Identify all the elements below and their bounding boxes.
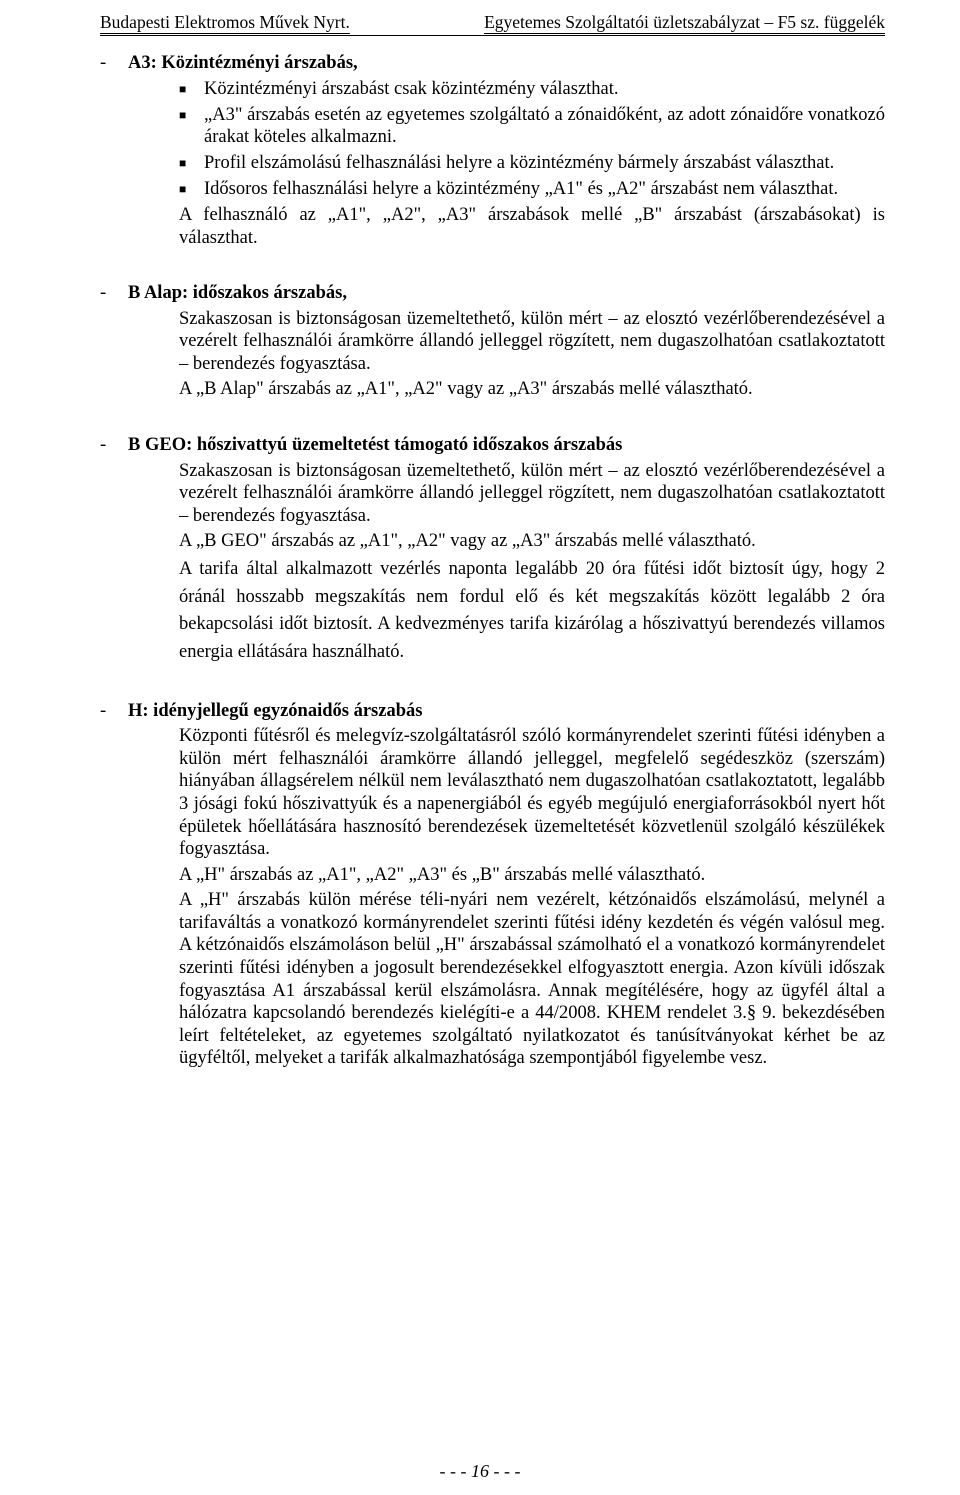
page-footer: - - - 16 - - - <box>0 1461 960 1483</box>
section-bgeo-body: Szakaszosan is biztonságosan üzemeltethe… <box>179 460 885 667</box>
section-balap-title-row: - B Alap: időszakos árszabás, <box>100 282 885 305</box>
paragraph: A „B GEO" árszabás az „A1", „A2" vagy az… <box>179 530 885 553</box>
square-bullet-icon: ■ <box>179 178 204 201</box>
list-item: ■ Idősoros felhasználási helyre a közint… <box>179 178 885 201</box>
header-left: Budapesti Elektromos Művek Nyrt. <box>100 12 350 33</box>
section-balap-body: Szakaszosan is biztonságosan üzemeltethe… <box>179 308 885 401</box>
paragraph: A „H" árszabás külön mérése téli-nyári n… <box>179 889 885 1070</box>
paragraph: A „H" árszabás az „A1", „A2" „A3" és „B"… <box>179 864 885 887</box>
page: Budapesti Elektromos Művek Nyrt. Egyetem… <box>0 0 960 1495</box>
dash-bullet: - <box>100 700 128 723</box>
section-h-body: Központi fűtésről és melegvíz-szolgáltat… <box>179 725 885 1069</box>
dash-bullet: - <box>100 434 128 457</box>
section-a3-title-row: - A3: Közintézményi árszabás, <box>100 52 885 75</box>
paragraph: A felhasználó az „A1", „A2", „A3" árszab… <box>179 204 885 249</box>
list-item: ■ Profil elszámolású felhasználási helyr… <box>179 152 885 175</box>
page-header: Budapesti Elektromos Művek Nyrt. Egyetem… <box>100 12 885 36</box>
square-bullet-icon: ■ <box>179 104 204 149</box>
paragraph: Központi fűtésről és melegvíz-szolgáltat… <box>179 725 885 860</box>
square-bullet-icon: ■ <box>179 78 204 101</box>
dash-bullet: - <box>100 52 128 75</box>
section-bgeo-title-row: - B GEO: hőszivattyú üzemeltetést támoga… <box>100 434 885 457</box>
list-item-text: Idősoros felhasználási helyre a közintéz… <box>204 178 885 201</box>
paragraph: Szakaszosan is biztonságosan üzemeltethe… <box>179 460 885 528</box>
list-item: ■ „A3" árszabás esetén az egyetemes szol… <box>179 104 885 149</box>
header-right: Egyetemes Szolgáltatói üzletszabályzat –… <box>484 12 885 33</box>
list-item-text: Közintézményi árszabást csak közintézmén… <box>204 78 885 101</box>
paragraph: A „B Alap" árszabás az „A1", „A2" vagy a… <box>179 378 885 401</box>
section-bgeo-title: B GEO: hőszivattyú üzemeltetést támogató… <box>128 434 622 457</box>
paragraph: A tarifa által alkalmazott vezérlés napo… <box>179 556 885 667</box>
square-bullet-icon: ■ <box>179 152 204 175</box>
list-item-text: Profil elszámolású felhasználási helyre … <box>204 152 885 175</box>
list-item-text: „A3" árszabás esetén az egyetemes szolgá… <box>204 104 885 149</box>
section-h-title-row: - H: idényjellegű egyzónaidős árszabás <box>100 700 885 723</box>
dash-bullet: - <box>100 282 128 305</box>
section-a3-body: ■ Közintézményi árszabást csak közintézm… <box>179 78 885 249</box>
paragraph: Szakaszosan is biztonságosan üzemeltethe… <box>179 308 885 376</box>
section-h-title: H: idényjellegű egyzónaidős árszabás <box>128 700 422 723</box>
section-balap-title: B Alap: időszakos árszabás, <box>128 282 347 305</box>
section-a3-title: A3: Közintézményi árszabás, <box>128 52 358 75</box>
list-item: ■ Közintézményi árszabást csak közintézm… <box>179 78 885 101</box>
